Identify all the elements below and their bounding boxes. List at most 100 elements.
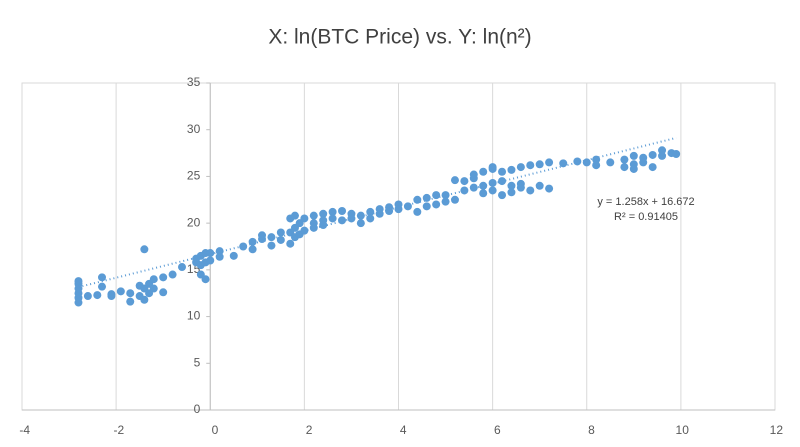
point xyxy=(375,209,384,218)
point xyxy=(498,191,507,200)
y-tick-label: 5 xyxy=(194,355,201,369)
point xyxy=(535,160,544,169)
point xyxy=(215,252,224,261)
chart-title: X: ln(BTC Price) vs. Y: ln(n²) xyxy=(268,26,531,49)
point xyxy=(347,214,356,223)
point xyxy=(300,214,309,223)
point xyxy=(248,237,257,246)
point xyxy=(413,207,422,216)
x-tick-label: 8 xyxy=(588,423,595,437)
point xyxy=(267,233,276,242)
point xyxy=(258,231,267,240)
point xyxy=(290,211,299,220)
point xyxy=(469,170,478,179)
point xyxy=(672,150,681,159)
point xyxy=(126,297,135,306)
point xyxy=(648,163,657,172)
point xyxy=(658,146,667,155)
x-tick-label: -4 xyxy=(19,423,30,437)
point xyxy=(116,287,125,296)
x-tick-label: 0 xyxy=(212,423,219,437)
point xyxy=(309,211,318,220)
x-tick-label: 12 xyxy=(770,423,784,437)
point xyxy=(83,292,92,301)
x-tick-label: 2 xyxy=(306,423,313,437)
trendline xyxy=(78,136,677,289)
point xyxy=(498,167,507,176)
point xyxy=(229,251,238,260)
point xyxy=(93,291,102,300)
point xyxy=(535,181,544,190)
trendline-equation: y = 1.258x + 16.672 xyxy=(597,196,694,208)
point xyxy=(385,206,394,215)
point xyxy=(366,207,375,216)
point xyxy=(267,241,276,250)
point xyxy=(98,282,107,291)
point xyxy=(356,219,365,228)
point xyxy=(107,290,116,299)
point xyxy=(276,235,285,244)
point xyxy=(516,183,525,192)
point xyxy=(592,155,601,164)
point xyxy=(338,206,347,215)
point xyxy=(488,178,497,187)
y-tick-label: 0 xyxy=(194,402,201,416)
point xyxy=(432,200,441,209)
point xyxy=(639,158,648,167)
point xyxy=(441,197,450,206)
point xyxy=(488,163,497,172)
point xyxy=(328,214,337,223)
point xyxy=(479,167,488,176)
x-tick-label: 10 xyxy=(676,423,690,437)
point xyxy=(159,273,168,282)
point xyxy=(126,289,135,298)
point xyxy=(479,189,488,198)
point xyxy=(328,207,337,216)
point xyxy=(545,184,554,193)
point xyxy=(215,247,224,256)
point xyxy=(582,158,591,167)
point xyxy=(98,273,107,282)
x-tick-label: -2 xyxy=(113,423,124,437)
point xyxy=(206,249,215,258)
point xyxy=(276,228,285,237)
point xyxy=(620,155,629,164)
y-tick-label: 20 xyxy=(187,215,201,229)
point xyxy=(149,284,158,293)
point xyxy=(149,275,158,284)
point xyxy=(592,161,601,170)
point xyxy=(168,270,177,279)
point xyxy=(413,195,422,204)
x-tick-label: 6 xyxy=(494,423,501,437)
point xyxy=(526,186,535,195)
point xyxy=(248,245,257,254)
point xyxy=(422,202,431,211)
point xyxy=(648,150,657,159)
y-tick-label: 30 xyxy=(187,122,201,136)
trendline-r2: R² = 0.91405 xyxy=(614,211,678,223)
point xyxy=(629,164,638,173)
point xyxy=(286,239,295,248)
point xyxy=(441,191,450,200)
point xyxy=(450,195,459,204)
point xyxy=(319,209,328,218)
point xyxy=(479,181,488,190)
x-tick-label: 4 xyxy=(400,423,407,437)
point xyxy=(403,202,412,211)
point xyxy=(507,165,516,174)
point xyxy=(460,186,469,195)
point xyxy=(469,183,478,192)
point xyxy=(620,163,629,172)
point xyxy=(356,211,365,220)
y-tick-label: 10 xyxy=(187,309,201,323)
point xyxy=(338,216,347,225)
point xyxy=(239,242,248,251)
point xyxy=(74,277,83,286)
point xyxy=(159,288,168,297)
y-tick-label: 25 xyxy=(187,169,201,183)
point xyxy=(394,205,403,214)
point xyxy=(507,188,516,197)
point xyxy=(140,245,149,254)
point xyxy=(488,186,497,195)
